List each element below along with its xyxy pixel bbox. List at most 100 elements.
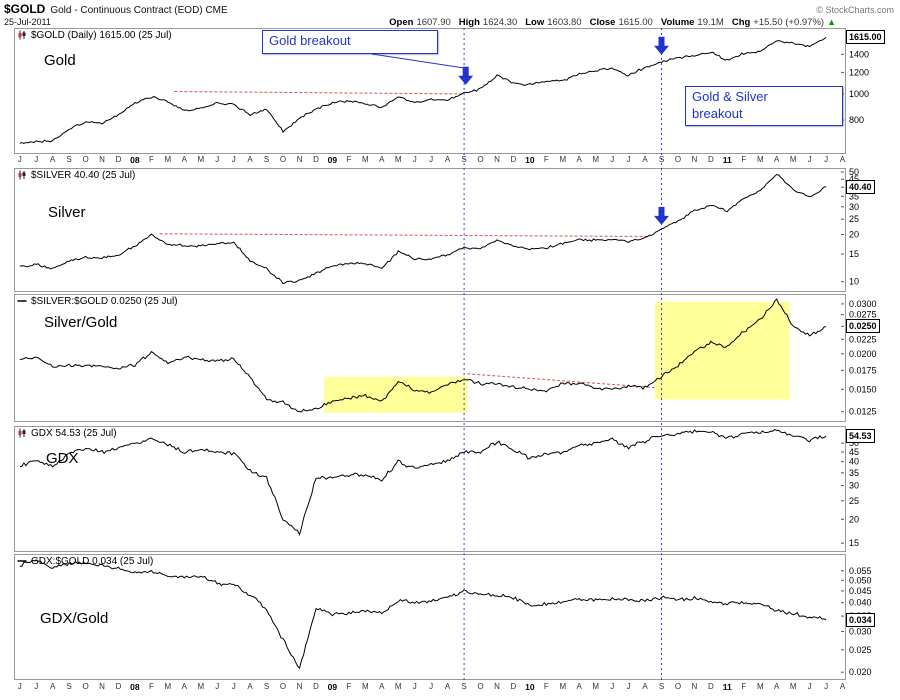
x-month-label: 09 (327, 682, 338, 692)
x-month-label: J (626, 155, 631, 164)
y-tick-label: 0.045 (849, 586, 872, 596)
panel-label-gdx: GDX (46, 450, 79, 467)
x-month-label: N (494, 682, 500, 691)
y-tick-label: 10 (849, 277, 859, 287)
candlestick-icon (18, 170, 26, 180)
candlestick-icon (18, 30, 26, 40)
x-axis-month-labels: J J A S O N D 08 F M A M J J A S O N D 09 F M A M J J A S O N D 10 F M A M J… (0, 155, 900, 167)
x-month-label: J (412, 155, 417, 164)
x-month-label: O (477, 155, 484, 164)
x-month-label: 11 (722, 155, 732, 165)
copyright-link[interactable]: © StockCharts.com (816, 5, 894, 15)
panel-title-text: GDX 54.53 (25 Jul) (31, 427, 117, 439)
y-tick-label: 1400 (849, 49, 869, 59)
x-month-label: J (610, 155, 615, 164)
panel-label-silver: Silver (48, 204, 86, 221)
callout-text: Gold & Silver (692, 89, 768, 104)
x-month-label: D (115, 682, 122, 691)
y-tick-label: 40 (849, 457, 859, 467)
x-month-label: A (444, 155, 451, 164)
x-month-label: 09 (327, 155, 338, 165)
x-month-label: D (708, 155, 714, 164)
x-month-label: J (824, 682, 829, 691)
x-month-label: O (674, 155, 682, 164)
x-month-label: J (412, 682, 417, 691)
x-month-label: M (756, 682, 764, 691)
x-month-label: J (807, 682, 812, 691)
y-tick-label: 0.0175 (849, 365, 877, 375)
x-month-label: N (296, 155, 303, 164)
resistance-trendline (174, 91, 463, 95)
chart-header: $GOLD Gold - Continuous Contract (EOD) C… (0, 0, 900, 28)
quote-volume-label: Volume (660, 17, 695, 28)
quote-chg-label: Chg (731, 17, 751, 28)
gold-breakout-arrow (458, 66, 474, 85)
x-month-label: F (148, 682, 154, 691)
quote-low-value: 1603.80 (547, 17, 582, 28)
x-month-label: D (313, 155, 319, 164)
x-month-label: M (559, 155, 567, 164)
x-month-label: 11 (722, 682, 732, 692)
y-tick-label: 35 (849, 468, 859, 478)
x-month-label: A (181, 155, 187, 164)
x-month-label: J (17, 155, 22, 164)
y-tick-label: 0.0225 (849, 334, 877, 344)
x-month-label: J (610, 682, 615, 691)
x-month-label: A (576, 155, 582, 164)
last-value-box-gdx: 54.53 (846, 429, 875, 443)
chart-panel-silver: 504540353025201510$SILVER 40.40 (25 Jul)… (0, 168, 900, 292)
x-month-label: M (197, 155, 205, 164)
x-month-label: D (510, 682, 517, 691)
quote-open-value: 1607.90 (416, 17, 451, 28)
gdx-price-line (19, 429, 827, 537)
panel-title-text: $SILVER:$GOLD 0.0250 (25 Jul) (31, 295, 178, 307)
y-tick-label: 45 (849, 174, 859, 184)
resistance-trendline (467, 373, 655, 389)
x-month-label: F (741, 155, 747, 164)
silver-gold-ratio-price-line (19, 298, 827, 413)
symbol-label: $GOLD (4, 2, 46, 16)
gdx-gold-ratio-price-line (19, 559, 827, 670)
highlight-zone (324, 376, 468, 413)
y-tick-label: 0.0125 (849, 407, 877, 417)
x-month-label: M (789, 682, 797, 691)
plot-border (14, 168, 846, 292)
x-month-label: A (642, 682, 648, 691)
x-month-label: M (394, 155, 402, 164)
change-up-arrow-icon: ▲ (827, 17, 836, 27)
panel-label-gdx-gold-ratio: GDX/Gold (40, 610, 109, 627)
panel-title-gdx-gold-ratio: GDX:$GOLD 0.034 (25 Jul) (17, 555, 153, 567)
y-tick-label: 0.0275 (849, 310, 877, 320)
y-tick-label: 800 (849, 115, 864, 125)
x-month-label: 10 (525, 682, 535, 692)
x-month-label: S (658, 682, 665, 691)
x-month-label: A (247, 682, 253, 691)
x-month-label: N (691, 682, 698, 691)
x-month-label: S (461, 682, 467, 691)
silver-price-line (19, 173, 827, 285)
gold-silver-breakout-callout: Gold & Silver breakout (685, 86, 843, 126)
x-month-label: M (197, 682, 205, 691)
x-month-label: N (99, 155, 105, 164)
x-month-label: S (66, 682, 72, 691)
x-month-label: O (477, 682, 484, 691)
x-month-label: A (444, 682, 451, 691)
x-month-label: S (263, 682, 270, 691)
x-month-label: A (181, 682, 187, 691)
x-month-label: S (66, 155, 72, 164)
x-month-label: J (626, 682, 631, 691)
x-month-label: M (361, 682, 369, 691)
y-tick-label: 0.0150 (849, 384, 877, 394)
x-month-label: A (642, 155, 648, 164)
y-tick-label: 15 (849, 538, 859, 548)
quote-high-label: High (458, 17, 480, 28)
y-tick-label: 0.0300 (849, 299, 877, 309)
last-value-box-silver-gold-ratio: 0.0250 (846, 319, 880, 333)
callout-connector-line (371, 53, 465, 69)
last-value-box-gdx-gold-ratio: 0.034 (846, 613, 875, 627)
x-month-label: D (313, 682, 319, 691)
